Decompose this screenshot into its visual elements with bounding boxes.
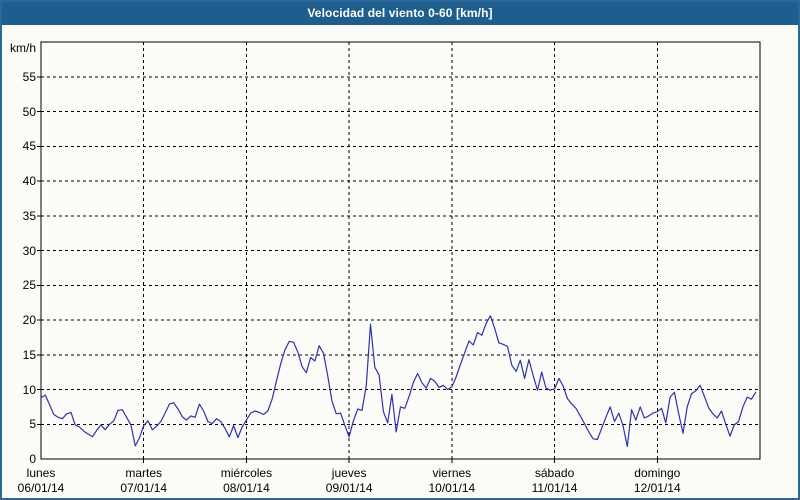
- x-day-label: domingo: [634, 466, 681, 480]
- y-tick-label: 5: [29, 417, 36, 432]
- x-day-label: sábado: [534, 466, 575, 480]
- y-tick-label: 45: [22, 139, 36, 154]
- wind-speed-line: [40, 315, 757, 448]
- y-tick-label: 20: [22, 313, 36, 327]
- y-tick-label: 50: [22, 104, 36, 119]
- y-tick-label: 15: [22, 347, 36, 362]
- y-tick-label: 30: [22, 243, 36, 258]
- y-tick-label: 40: [22, 174, 36, 188]
- x-date-label: 07/01/14: [120, 481, 168, 495]
- chart-title: Velocidad del viento 0-60 [km/h]: [307, 5, 493, 20]
- x-day-label: viernes: [432, 466, 472, 480]
- x-date-label: 11/01/14: [531, 481, 578, 495]
- plot-border: [40, 41, 761, 460]
- x-day-label: martes: [125, 466, 163, 480]
- x-date-label: 08/01/14: [223, 481, 270, 495]
- x-day-label: miércoles: [220, 466, 273, 480]
- y-tick-label: 55: [22, 69, 36, 84]
- x-date-label: 09/01/14: [325, 481, 373, 495]
- y-tick-label: 10: [22, 382, 36, 397]
- y-axis-unit-label: km/h: [9, 41, 36, 55]
- chart-title-bar: Velocidad del viento 0-60 [km/h]: [0, 0, 800, 25]
- x-date-label: 12/01/14: [633, 481, 681, 495]
- y-tick-label: 25: [22, 278, 36, 293]
- x-date-label: 06/01/14: [17, 481, 65, 495]
- x-date-label: 10/01/14: [428, 481, 476, 495]
- y-tick-label: 35: [22, 208, 36, 223]
- x-day-label: jueves: [331, 466, 367, 480]
- y-tick-label: 0: [29, 452, 36, 466]
- x-day-label: lunes: [26, 466, 56, 480]
